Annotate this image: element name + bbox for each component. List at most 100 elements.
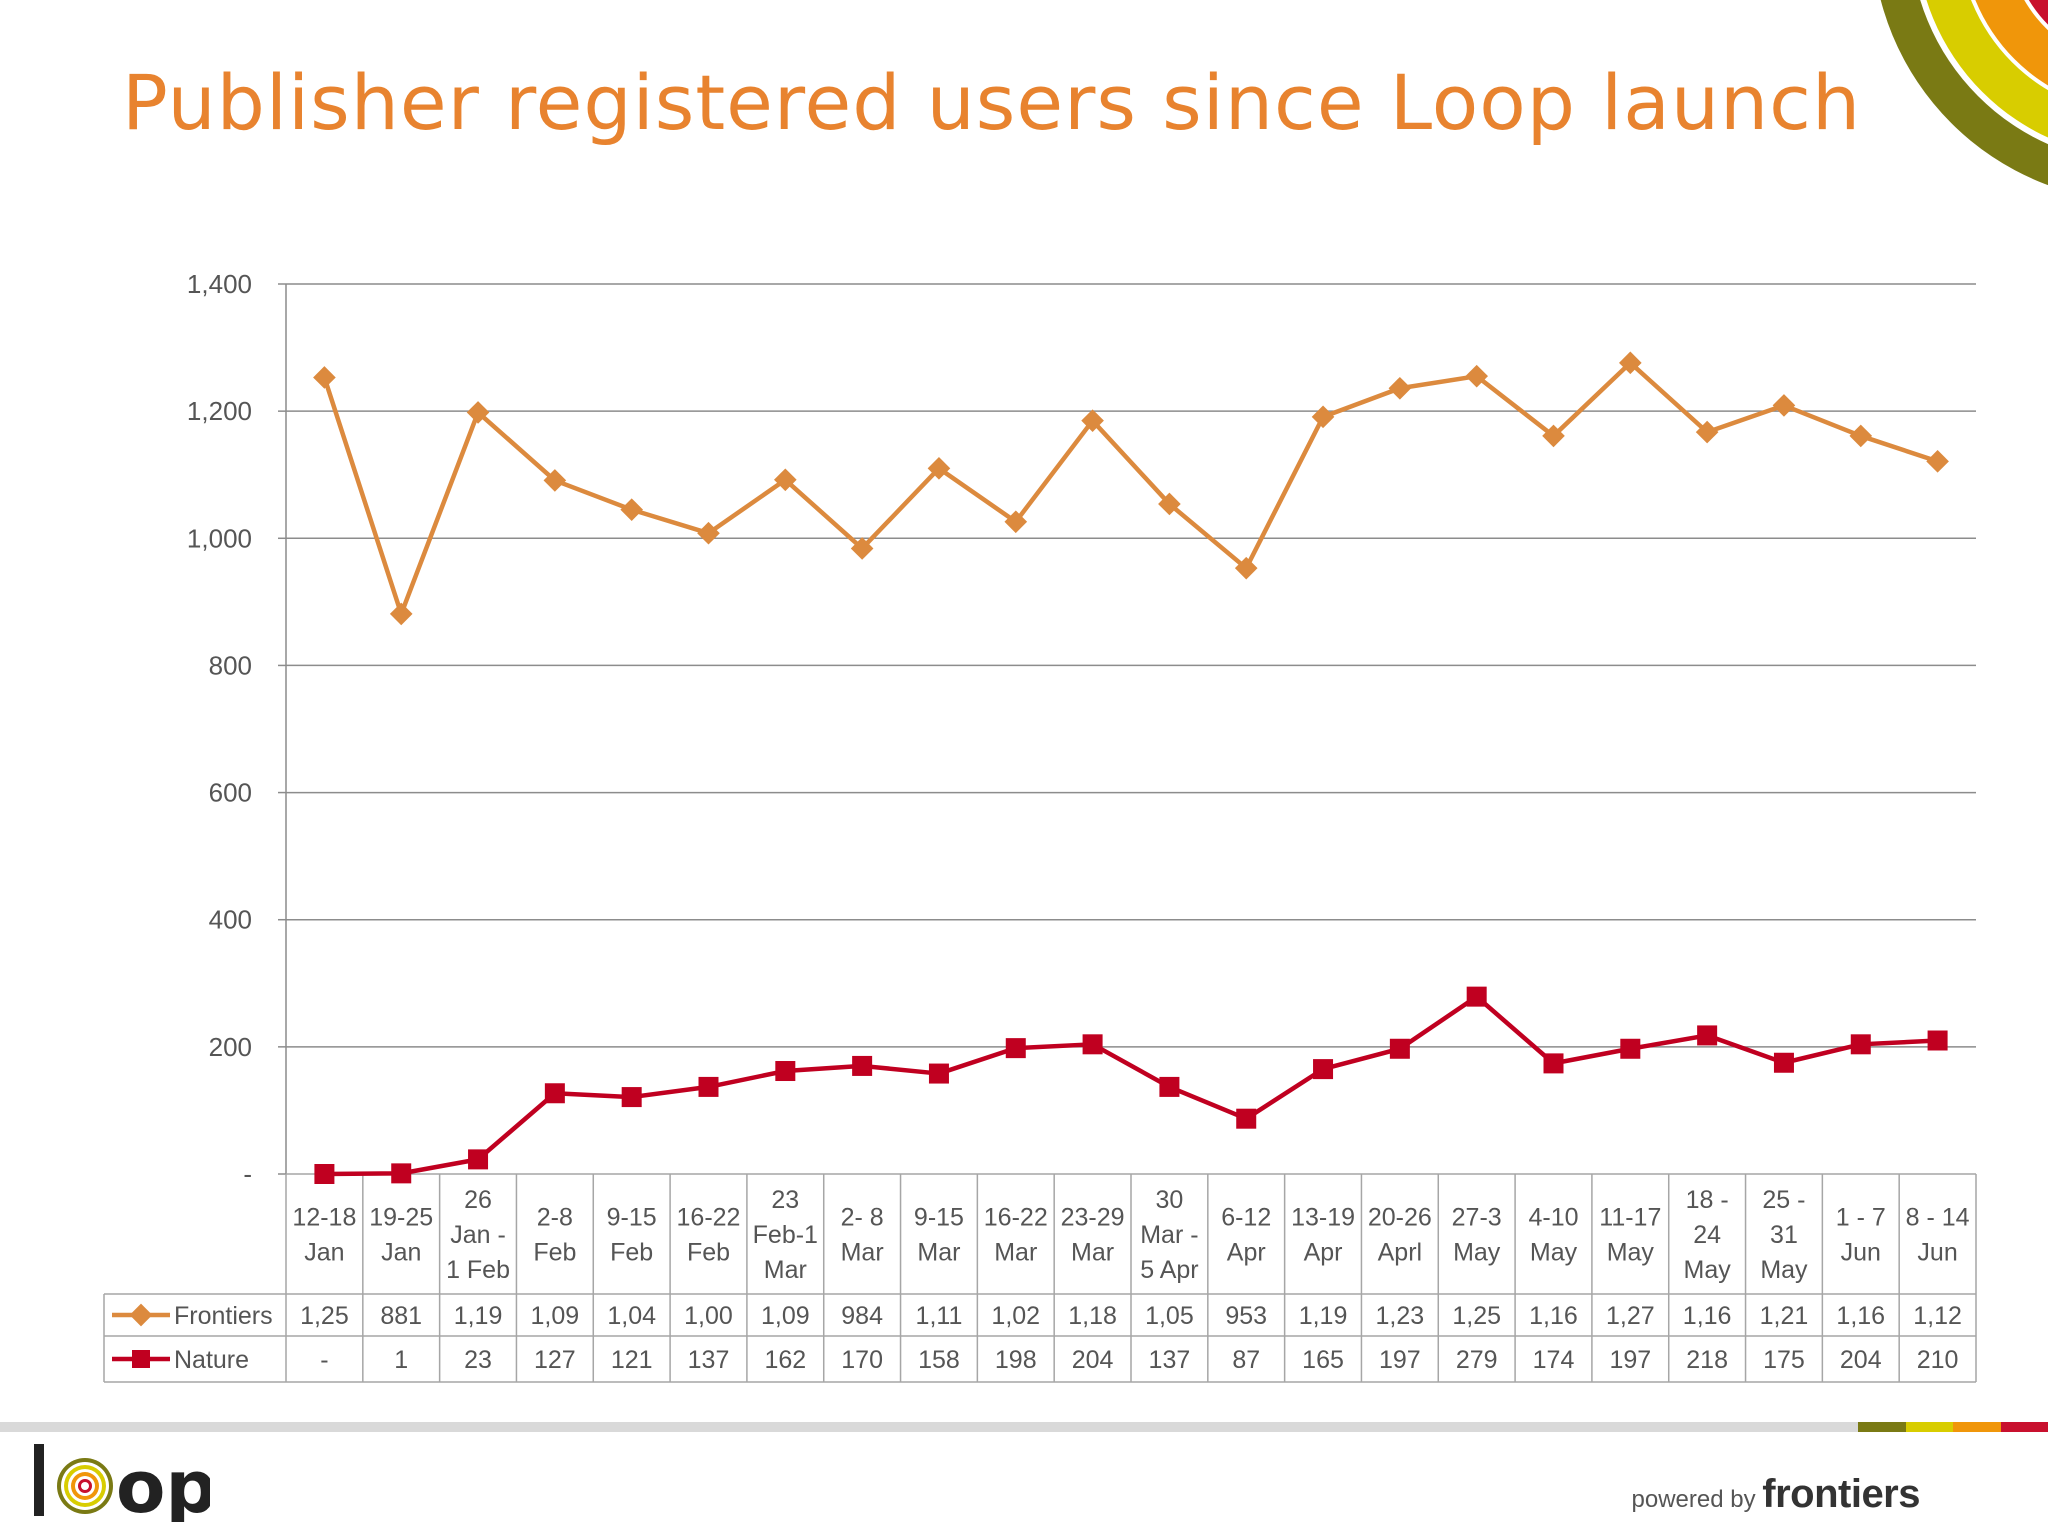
category-label: 13-19 <box>1291 1204 1355 1232</box>
data-label: 218 <box>1686 1346 1728 1374</box>
series-line-nature <box>324 994 1938 1177</box>
category-label: Feb-1 <box>753 1221 818 1249</box>
y-tick-label: 1,400 <box>187 269 252 299</box>
footer-strip-segment <box>2000 1422 2048 1432</box>
footer-strip-segment <box>1905 1422 1953 1432</box>
point-frontiers <box>543 469 567 492</box>
data-label: 1,12 <box>1913 1302 1962 1330</box>
data-label: 158 <box>918 1346 960 1374</box>
category-label: Mar <box>764 1256 807 1284</box>
category-label: Mar - <box>1140 1221 1198 1249</box>
point-nature <box>928 1063 949 1084</box>
data-label: 165 <box>1302 1346 1344 1374</box>
category-label: 25 - <box>1762 1186 1805 1214</box>
loop-logo: op <box>34 1444 210 1522</box>
point-nature <box>1313 1059 1334 1080</box>
data-table: 12-18 Jan 19-25 Jan 26 Jan - 1 Feb 2-8 Feb 9-15 Fe… <box>103 1173 1977 1383</box>
footer-strip-segment <box>1953 1422 2001 1432</box>
point-frontiers <box>697 521 720 545</box>
category-label: 6-12 <box>1221 1204 1271 1232</box>
data-label: 137 <box>688 1346 730 1374</box>
category-label: 23 <box>771 1186 799 1214</box>
data-label: 198 <box>995 1346 1037 1374</box>
point-nature <box>1773 1052 1794 1073</box>
category-label: Feb <box>533 1239 576 1267</box>
point-nature <box>391 1163 412 1184</box>
category-label: May <box>1684 1256 1732 1284</box>
y-tick-label: 600 <box>209 778 252 808</box>
category-label: 12-18 <box>292 1204 356 1232</box>
point-frontiers <box>1619 351 1642 375</box>
point-frontiers <box>1695 420 1719 444</box>
data-label: 1,21 <box>1760 1302 1809 1330</box>
category-label: 2- 8 <box>841 1204 884 1232</box>
point-frontiers <box>1465 364 1488 388</box>
point-frontiers <box>620 498 643 521</box>
data-label: 1,04 <box>607 1302 656 1330</box>
point-nature <box>314 1164 335 1184</box>
data-label: 1,16 <box>1683 1302 1732 1330</box>
category-label: Mar <box>841 1239 884 1267</box>
grid-lines <box>286 283 1976 1048</box>
data-label: 175 <box>1763 1346 1805 1374</box>
category-label: May <box>1453 1239 1501 1267</box>
point-nature <box>698 1076 719 1097</box>
category-label: 11-17 <box>1599 1204 1661 1232</box>
category-label: 18 - <box>1686 1186 1729 1214</box>
data-label: 984 <box>841 1302 883 1330</box>
slide-title: Publisher registered users since Loop la… <box>122 58 1862 147</box>
point-frontiers <box>389 602 413 626</box>
category-label: 8 - 14 <box>1906 1204 1970 1232</box>
category-label: 16-22 <box>677 1204 741 1232</box>
data-label: 1,16 <box>1836 1302 1885 1330</box>
category-label: Aprl <box>1378 1239 1422 1267</box>
point-frontiers <box>1849 424 1873 448</box>
category-label: 1 Feb <box>446 1256 510 1284</box>
data-label: 881 <box>380 1302 422 1330</box>
point-frontiers <box>1772 394 1796 417</box>
point-frontiers <box>313 366 336 389</box>
category-label: Apr <box>1227 1239 1266 1267</box>
powered-by-label: powered by <box>1631 1486 1756 1513</box>
data-label: 1,11 <box>916 1302 963 1330</box>
category-label: Mar <box>917 1239 960 1267</box>
category-label: Jun <box>1841 1239 1881 1267</box>
point-nature <box>1236 1108 1257 1129</box>
point-nature <box>1159 1076 1180 1097</box>
point-nature <box>1082 1034 1103 1055</box>
category-label: Jan <box>381 1239 421 1267</box>
data-label: 1,18 <box>1068 1302 1117 1330</box>
data-label: - <box>320 1346 328 1374</box>
data-label: 1,25 <box>300 1302 349 1330</box>
category-label: 19-25 <box>369 1204 433 1232</box>
point-nature <box>544 1083 565 1104</box>
data-label: 279 <box>1456 1346 1498 1374</box>
point-frontiers <box>1004 510 1028 534</box>
point-nature <box>1850 1034 1871 1055</box>
category-label: 9-15 <box>607 1204 657 1232</box>
data-label: 204 <box>1840 1346 1882 1374</box>
series-line-frontiers <box>322 360 1939 617</box>
category-label: 23-29 <box>1061 1204 1125 1232</box>
point-frontiers <box>774 468 797 492</box>
data-label: 953 <box>1225 1302 1267 1330</box>
category-label: 16-22 <box>984 1204 1048 1232</box>
category-label: 20-26 <box>1368 1204 1432 1232</box>
data-label: 162 <box>764 1346 806 1374</box>
legend-label-frontiers: Frontiers <box>174 1302 273 1330</box>
data-label: 1,25 <box>1452 1302 1501 1330</box>
data-label: 1,19 <box>1299 1302 1348 1330</box>
category-label: 9-15 <box>914 1204 964 1232</box>
point-frontiers <box>1234 556 1258 580</box>
y-tick-label: 1,200 <box>187 396 252 426</box>
data-label: 1,16 <box>1529 1302 1578 1330</box>
category-label: 1 - 7 <box>1836 1204 1886 1232</box>
point-frontiers <box>466 401 490 424</box>
point-nature <box>1389 1038 1410 1059</box>
data-label: 137 <box>1149 1346 1191 1374</box>
series-lines <box>313 351 1949 1184</box>
category-label: Jun <box>1917 1239 1957 1267</box>
category-label: 31 <box>1770 1221 1798 1249</box>
